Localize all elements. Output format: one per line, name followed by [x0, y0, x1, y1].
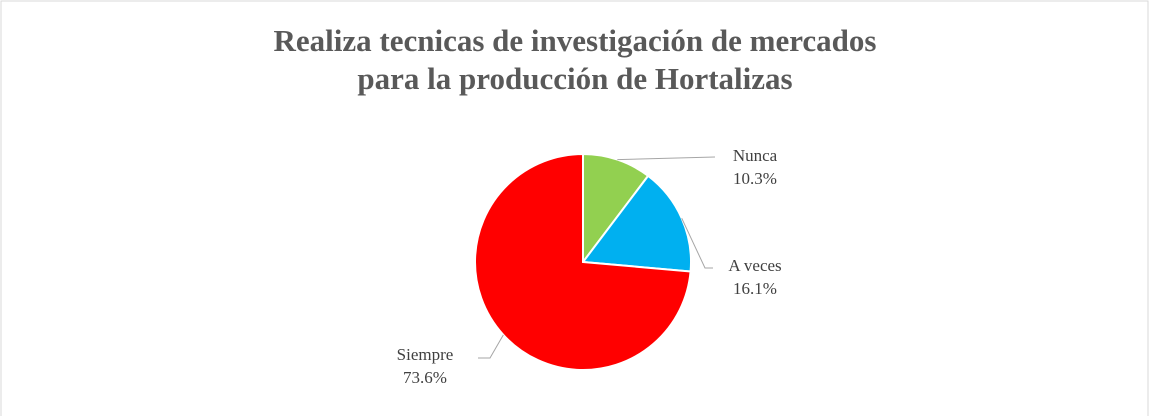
- leader-line: [617, 156, 716, 161]
- chart-title: Realiza tecnicas de investigación de mer…: [274, 23, 877, 58]
- leader-line: [681, 217, 713, 269]
- pie-slice: [582, 152, 650, 265]
- data-label-name: Siempre: [397, 345, 454, 364]
- data-label-name: Nunca: [733, 146, 778, 165]
- pie-slice: [581, 174, 692, 273]
- data-label-value: 10.3%: [733, 169, 777, 188]
- chart-title: para la producción de Hortalizas: [357, 61, 792, 96]
- data-label-value: 16.1%: [733, 279, 777, 298]
- data-label-name: A veces: [728, 256, 781, 275]
- data-label-value: 73.6%: [403, 368, 447, 387]
- leader-line: [478, 334, 504, 359]
